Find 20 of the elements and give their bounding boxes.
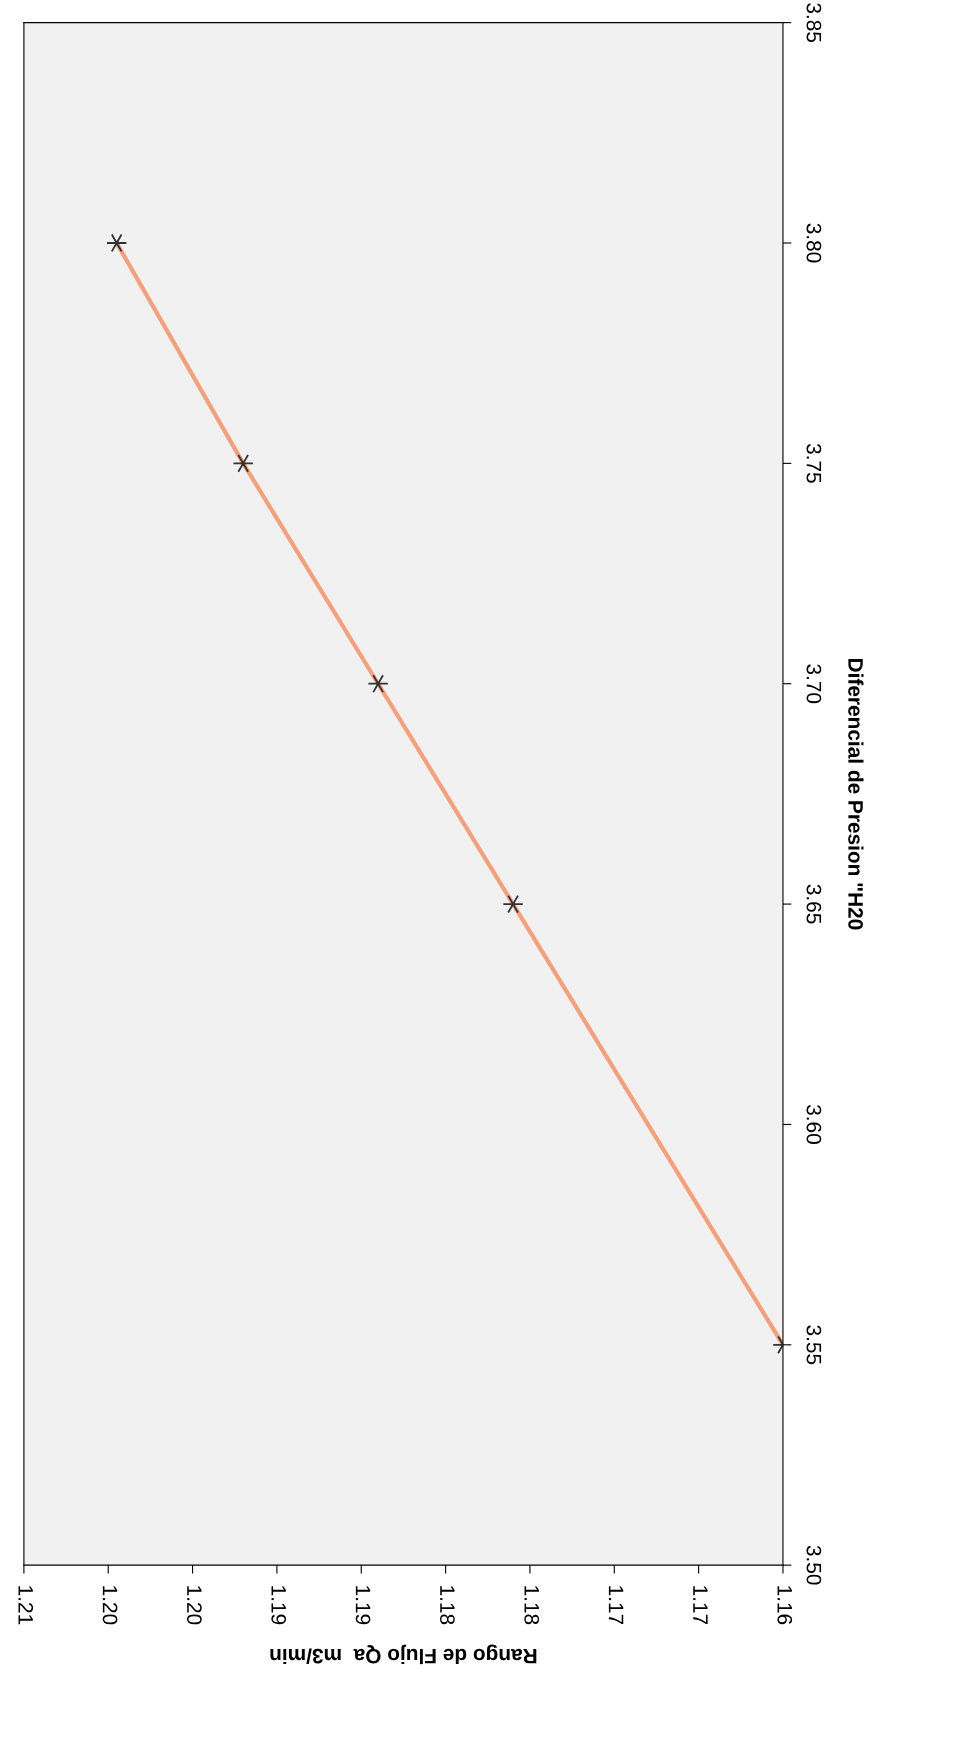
x-tick-label: 1.21: [18, 1586, 34, 1625]
x-tick-label: 1.17: [608, 1586, 624, 1625]
y-tick-label: 3.55: [806, 1325, 822, 1365]
y-tick-label: 3.50: [806, 1545, 822, 1585]
x-axis-title: Rango de Flujo Qa m3/min: [270, 1644, 537, 1665]
y-tick-label: 3.60: [806, 1104, 822, 1144]
y-tick-label: 3.70: [806, 664, 822, 704]
y-tick-label: 3.75: [806, 443, 822, 483]
x-tick-label: 1.20: [186, 1586, 202, 1625]
x-tick-label: 1.16: [777, 1586, 793, 1625]
x-tick-label: 1.17: [693, 1586, 708, 1625]
y-tick-label: 3.65: [806, 884, 822, 924]
y-axis-title: Diferencial de Presion "H20: [848, 658, 864, 930]
x-tick-label: 1.19: [271, 1586, 287, 1625]
y-tick-label: 3.85: [806, 3, 822, 43]
x-tick-label: 1.20: [102, 1586, 118, 1625]
x-tick-label: 1.18: [440, 1586, 455, 1625]
y-tick-label: 3.80: [806, 223, 822, 263]
x-tick-label: 1.19: [355, 1586, 371, 1625]
x-tick-label: 1.18: [524, 1586, 540, 1625]
